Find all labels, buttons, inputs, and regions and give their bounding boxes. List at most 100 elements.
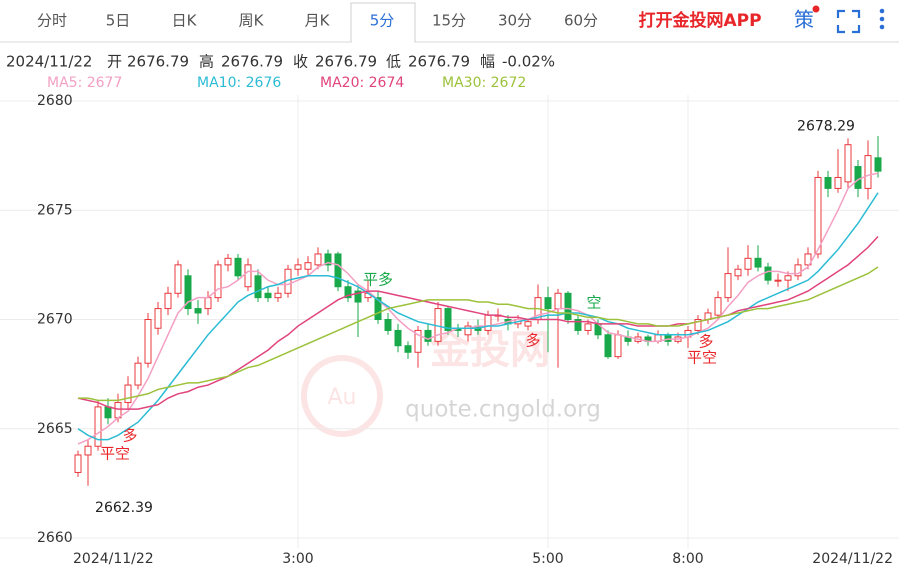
info-value: 2676.79 bbox=[221, 53, 283, 71]
info-value: 2676.79 bbox=[127, 53, 189, 71]
candle-body bbox=[404, 345, 412, 353]
candle-body bbox=[224, 257, 232, 266]
info-label: 高 bbox=[199, 53, 214, 71]
dot bbox=[879, 8, 885, 14]
x-tick-label: 2024/11/22 bbox=[812, 551, 893, 567]
candle-body bbox=[164, 292, 172, 310]
y-tick-label: 2660 bbox=[37, 530, 73, 546]
candle-body bbox=[134, 362, 142, 386]
legend-entry: MA20: 2674 bbox=[320, 75, 404, 91]
candle-body bbox=[484, 314, 492, 331]
candle-body bbox=[204, 297, 212, 310]
candle-body bbox=[824, 176, 832, 189]
candle-body bbox=[394, 329, 402, 347]
candle-body bbox=[154, 308, 162, 329]
trade-signal: 平多 bbox=[363, 271, 393, 289]
candle-body bbox=[834, 176, 842, 189]
candle-body bbox=[564, 292, 572, 320]
candle-body bbox=[74, 454, 82, 473]
candle-body bbox=[584, 323, 592, 331]
candle-body bbox=[194, 308, 202, 314]
info-date: 2024/11/22 bbox=[6, 53, 92, 71]
watermark: Au 金投网 bbox=[301, 327, 550, 437]
tab[interactable]: 周K bbox=[239, 12, 265, 30]
candle-body bbox=[124, 384, 132, 404]
dot bbox=[879, 16, 885, 22]
trade-signal: 平空 bbox=[100, 445, 130, 463]
legend-entry: MA10: 2676 bbox=[197, 75, 281, 91]
tab[interactable]: 5日 bbox=[106, 12, 131, 30]
candle-body bbox=[464, 325, 472, 336]
legend-entry: MA5: 2677 bbox=[47, 75, 122, 91]
info-label: 开 bbox=[107, 53, 122, 71]
candle-body bbox=[184, 275, 192, 310]
x-tick-label: 5:00 bbox=[532, 551, 563, 567]
ma-line bbox=[78, 266, 879, 402]
trade-signal: 平空 bbox=[687, 349, 717, 367]
ma-line bbox=[77, 172, 879, 445]
candle-body bbox=[234, 257, 242, 277]
trade-signal: 多 bbox=[698, 333, 713, 351]
y-tick-label: 2680 bbox=[37, 93, 73, 109]
tab[interactable]: 60分 bbox=[564, 12, 598, 30]
y-tick-label: 2675 bbox=[37, 202, 73, 218]
candle-body bbox=[774, 279, 782, 282]
candle-body bbox=[764, 266, 772, 281]
candle-body bbox=[714, 297, 722, 316]
info-label: 收 bbox=[293, 53, 308, 71]
candle-body bbox=[444, 308, 452, 331]
candle-body bbox=[734, 268, 742, 277]
candle-body bbox=[84, 445, 92, 456]
info-value: 2676.79 bbox=[408, 53, 470, 71]
x-tick-label: 8:00 bbox=[672, 551, 703, 567]
tab[interactable]: 15分 bbox=[432, 12, 466, 30]
candle-body bbox=[744, 257, 752, 270]
fullscreen-icon[interactable] bbox=[836, 9, 861, 34]
candle-body bbox=[604, 334, 612, 358]
tab[interactable]: 5分 bbox=[370, 12, 395, 30]
more-icon[interactable] bbox=[879, 8, 885, 30]
x-tick-label: 3:00 bbox=[282, 551, 313, 567]
tab[interactable]: 月K bbox=[305, 12, 331, 30]
candle-body bbox=[174, 264, 182, 294]
candle-body bbox=[384, 319, 392, 331]
y-tick-label: 2670 bbox=[37, 312, 73, 328]
candle-body bbox=[874, 157, 882, 172]
candle-body bbox=[294, 264, 302, 270]
candle-body bbox=[104, 406, 112, 419]
watermark-url: quote.cngold.org bbox=[405, 397, 601, 423]
trade-signal: 空 bbox=[586, 294, 601, 312]
candle-body bbox=[544, 297, 552, 310]
candle-body bbox=[844, 144, 852, 183]
candle-body bbox=[574, 319, 582, 331]
candle-body bbox=[264, 292, 272, 299]
watermark-symbol: Au bbox=[328, 385, 357, 410]
trade-signal: 多 bbox=[122, 427, 137, 445]
candle-body bbox=[304, 262, 312, 270]
tab[interactable]: 分时 bbox=[37, 12, 67, 30]
candle-body bbox=[794, 264, 802, 277]
tab[interactable]: 日K bbox=[172, 12, 198, 30]
candle-body bbox=[334, 253, 342, 288]
watermark-ring bbox=[301, 355, 383, 437]
notify-dot bbox=[812, 5, 820, 13]
app-link[interactable]: 打开金投网APP bbox=[638, 10, 761, 31]
candle-body bbox=[344, 286, 352, 299]
info-value: -0.02% bbox=[502, 53, 555, 71]
candle-body bbox=[374, 297, 382, 320]
strategy-button[interactable]: 策 bbox=[794, 8, 814, 32]
candle-body bbox=[114, 402, 122, 419]
watermark-brand: 金投网 bbox=[429, 327, 550, 373]
candle-body bbox=[314, 253, 322, 266]
info-value: 2676.79 bbox=[315, 53, 377, 71]
candle-body bbox=[524, 321, 532, 327]
candle-body bbox=[274, 292, 282, 299]
candle-body bbox=[694, 319, 702, 331]
candle-body bbox=[414, 329, 422, 353]
candle-body bbox=[424, 329, 432, 342]
tab[interactable]: 30分 bbox=[498, 12, 532, 30]
candle-body bbox=[214, 264, 222, 299]
dot bbox=[879, 24, 885, 30]
candle-body bbox=[244, 264, 252, 288]
